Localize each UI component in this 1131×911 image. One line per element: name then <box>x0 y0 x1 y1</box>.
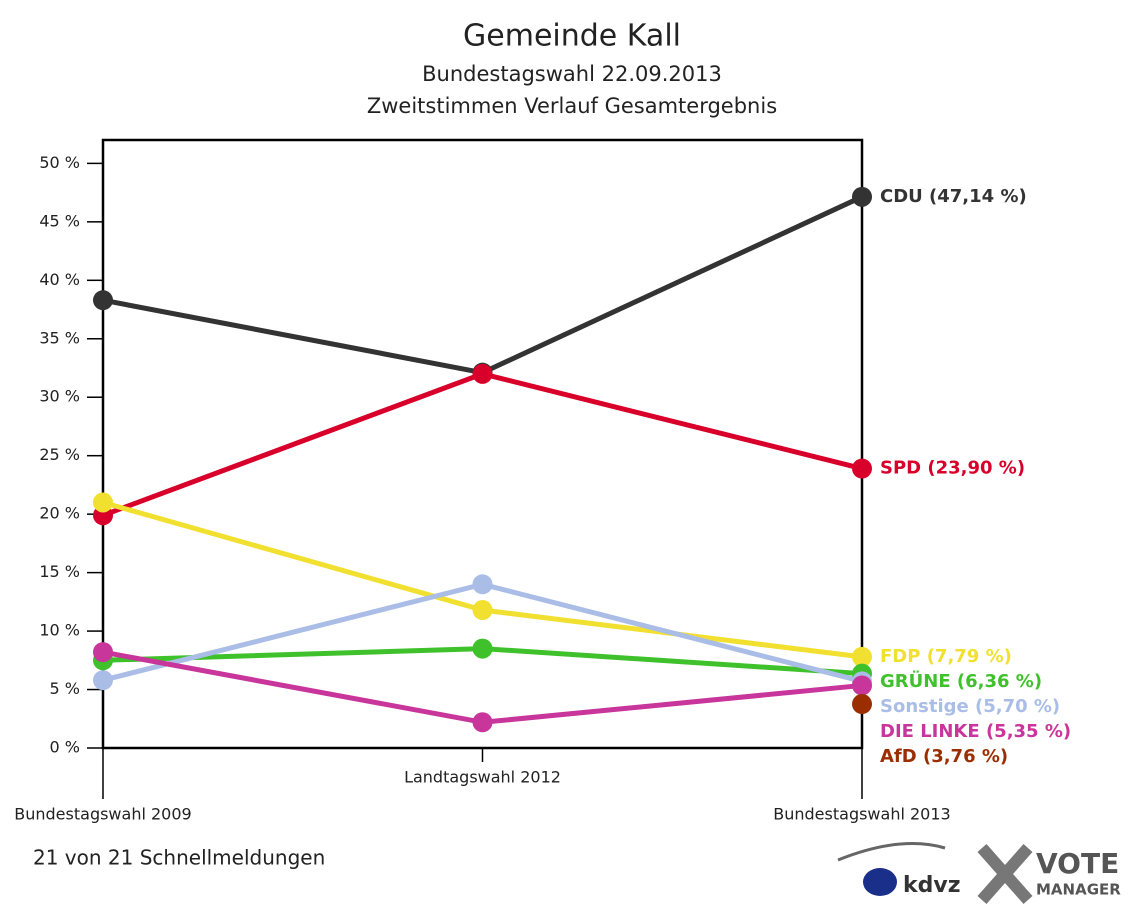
data-point <box>852 186 872 207</box>
data-point <box>852 675 872 696</box>
data-point <box>852 458 872 479</box>
data-point <box>93 642 113 663</box>
data-point <box>472 712 493 733</box>
data-point <box>852 646 872 667</box>
y-tick-label: 50 % <box>39 153 80 172</box>
data-point <box>472 600 493 621</box>
series-line <box>102 194 864 376</box>
data-point <box>93 290 113 311</box>
data-point <box>472 574 493 595</box>
logo-swoosh <box>837 842 946 862</box>
y-tick-label: 25 % <box>39 445 80 464</box>
y-tick-label: 15 % <box>39 562 80 581</box>
chart-subtitle: Zweitstimmen Verlauf Gesamtergebnis <box>367 94 777 118</box>
data-point <box>93 670 113 691</box>
y-tick-label: 10 % <box>39 621 80 640</box>
y-tick-label: 0 % <box>50 738 80 757</box>
value-label: CDU (47,14 %) <box>880 186 1027 207</box>
series-line <box>102 649 863 725</box>
y-tick-label: 5 % <box>50 679 80 698</box>
logo-text: kdvz <box>903 873 961 898</box>
data-point <box>472 363 493 384</box>
logo-text: VOTE <box>1036 847 1119 880</box>
x-tick-label: Bundestagswahl 2009 <box>14 805 191 824</box>
logo-cross <box>977 844 1033 904</box>
value-label: AfD (3,76 %) <box>880 746 1008 767</box>
y-tick-label: 45 % <box>39 211 80 230</box>
value-label: Sonstige (5,70 %) <box>880 696 1060 717</box>
chart-subtitle: Bundestagswahl 22.09.2013 <box>422 62 722 86</box>
y-tick-label: 35 % <box>39 328 80 347</box>
y-tick-label: 20 % <box>39 504 80 523</box>
value-label: SPD (23,90 %) <box>880 458 1025 479</box>
y-tick-label: 30 % <box>39 387 80 406</box>
x-tick-label: Bundestagswahl 2013 <box>773 805 950 824</box>
logo-text: MANAGER <box>1036 881 1121 899</box>
y-tick-label: 40 % <box>39 270 80 289</box>
footer: 21 von 21 Schnellmeldungen <box>33 846 325 870</box>
data-point <box>852 694 872 715</box>
data-point <box>93 492 113 513</box>
x-tick-label: Landtagswahl 2012 <box>404 768 561 787</box>
series-line <box>102 371 863 518</box>
value-label: GRÜNE (6,36 %) <box>880 670 1042 692</box>
value-label: DIE LINKE (5,35 %) <box>880 721 1071 742</box>
logo-globe <box>863 868 897 896</box>
data-point <box>472 638 493 659</box>
chart-title: Gemeinde Kall <box>463 19 681 54</box>
value-label: FDP (7,79 %) <box>880 646 1012 667</box>
